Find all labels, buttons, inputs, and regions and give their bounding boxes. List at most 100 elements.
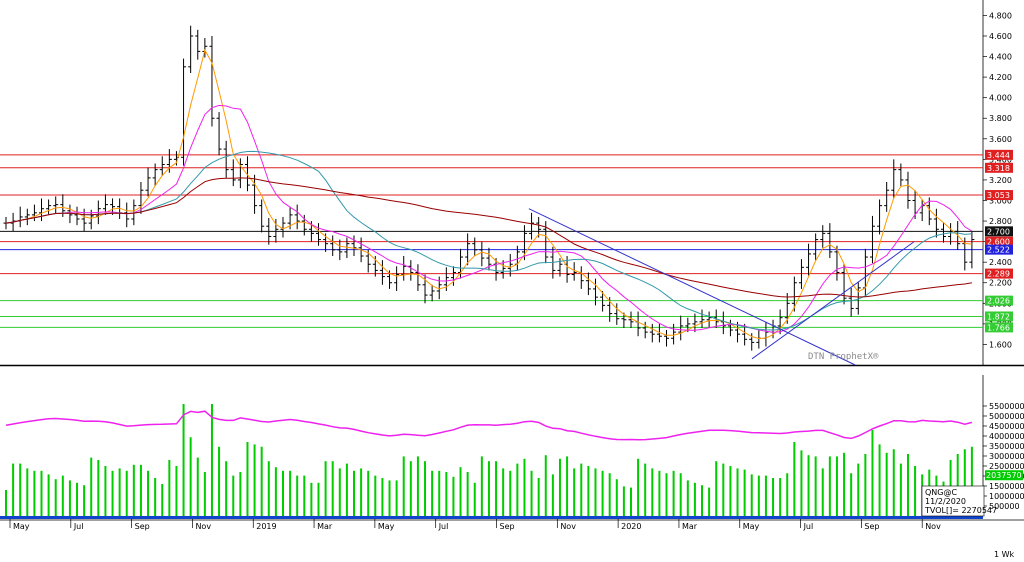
x-tick-label: Sep (135, 522, 150, 531)
volume-tick-label: 5000000 (989, 412, 1024, 421)
level-tag (985, 268, 1013, 279)
trendline (528, 208, 856, 366)
ohlc-bar (727, 319, 733, 337)
ohlc-bar (969, 231, 975, 269)
ohlc-bar (848, 287, 854, 317)
x-tick-label: Mar (317, 522, 333, 531)
ohlc-bar (351, 235, 357, 257)
ohlc-bar (202, 38, 208, 58)
ohlc-bar (230, 159, 236, 187)
level-tag-label: 1.766 (987, 323, 1010, 332)
ohlc-bar (791, 276, 797, 312)
ohlc-bar (39, 198, 45, 222)
ohlc-bar (827, 223, 833, 259)
ohlc-bar (458, 248, 464, 279)
ohlc-bar (450, 266, 456, 286)
ohlc-bar (188, 25, 194, 73)
volume-tick-label: 3000000 (989, 452, 1024, 461)
ohlc-bar (294, 204, 300, 230)
ohlc-bar (891, 159, 897, 199)
ohlc-bar (315, 223, 321, 246)
ohlc-bar (529, 212, 535, 240)
ohlc-bar (145, 167, 151, 197)
x-axis-band (0, 516, 983, 519)
price-tick-label: 3.600 (989, 135, 1012, 144)
volume-tick-label: 5500000 (989, 402, 1024, 411)
ohlc-bar (337, 239, 343, 261)
ohlc-bar (479, 241, 485, 267)
ohlc-bar (869, 215, 875, 264)
ohlc-bar (720, 311, 726, 335)
ohlc-bar (330, 235, 336, 257)
ohlc-bar (507, 253, 513, 277)
level-tag (985, 244, 1013, 255)
ohlc-bar (820, 225, 826, 248)
ohlc-bar (926, 197, 932, 226)
info-tvol: TVOL[]= 2270547 (924, 506, 997, 515)
ohlc-bar (933, 208, 939, 238)
x-tick-label: Sep (864, 522, 879, 531)
price-tick-label: 2.200 (989, 279, 1012, 288)
ohlc-bar (280, 216, 286, 238)
x-tick-label: Nov (195, 522, 211, 531)
price-tick-label: 4.800 (989, 11, 1012, 20)
price-tick-label: 3.400 (989, 155, 1012, 164)
period-label: 1 Wk (994, 550, 1015, 559)
price-tick-label: 1.600 (989, 340, 1012, 349)
watermark: DTN ProphetX® (808, 352, 879, 362)
ohlc-bar (379, 260, 385, 285)
ohlc-bar (195, 29, 201, 60)
price-tick-label: 4.200 (989, 73, 1012, 82)
ohlc-bar (571, 262, 577, 281)
x-tick-label: Mar (682, 522, 698, 531)
ohlc-bar (252, 174, 258, 214)
ohlc-bar (742, 323, 748, 346)
ohlc-bar (905, 171, 911, 209)
ohlc-bar (813, 233, 819, 261)
ohlc-bar (24, 208, 30, 226)
ohlc-bar (436, 276, 442, 300)
level-tag (985, 295, 1013, 306)
ohlc-bar (216, 112, 222, 156)
volume-tick-label: 500000 (989, 502, 1020, 511)
level-tag (985, 149, 1013, 160)
x-tick-label: May (13, 522, 30, 531)
volume-tick-label: 1000000 (989, 492, 1024, 501)
level-tag-label: 2.600 (987, 238, 1010, 247)
ohlc-bar (798, 259, 804, 289)
ohlc-bar (543, 221, 549, 264)
price-tick-label: 3.200 (989, 176, 1012, 185)
ohlc-bar (585, 272, 591, 296)
ohlc-bar (472, 237, 478, 257)
ohlc-bar (301, 214, 307, 236)
ohlc-bar (756, 330, 762, 349)
info-box: QNG@C 11/2/2020 TVOL[]= 2270547 (921, 485, 997, 517)
ohlc-bar (46, 199, 52, 215)
ohlc-bar (841, 264, 847, 305)
moving-average-line (5, 150, 972, 331)
ohlc-bar (664, 330, 670, 347)
level-tag (985, 236, 1013, 247)
x-tick-label: Jul (438, 522, 449, 531)
ohlc-bar (237, 158, 243, 189)
ohlc-bar (138, 181, 144, 214)
ohlc-bar (600, 290, 606, 312)
level-tag (985, 322, 1013, 333)
ohlc-bar (31, 204, 37, 222)
date-x-axis: May Jul Sep Nov 2019 Mar May Jul Sep Nov 2020 Mar Ma… (0, 516, 1024, 531)
ohlc-bar (614, 303, 620, 325)
price-tick-label: 3.000 (989, 196, 1012, 205)
ohlc-bar (429, 284, 435, 302)
price-tick-label: 4.000 (989, 94, 1012, 103)
ohlc-bar (962, 237, 968, 271)
info-date: 11/2/2020 (925, 497, 966, 506)
ohlc-bar (649, 323, 655, 343)
ohlc-bar (699, 309, 705, 328)
ohlc-bar (500, 260, 506, 279)
volume-tick-label: 1500000 (989, 482, 1024, 491)
price-y-axis: 1.6001.8002.0002.2002.4002.6002.8003.000… (983, 11, 1013, 349)
ohlc-bar (777, 309, 783, 335)
ohlc-bar (223, 140, 229, 178)
level-tag (985, 190, 1013, 201)
